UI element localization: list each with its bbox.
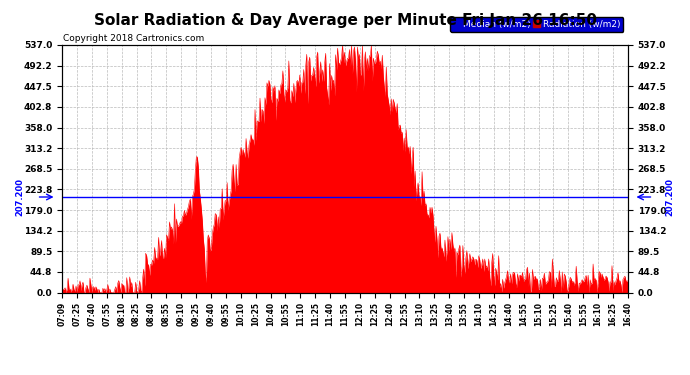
Text: 207.200: 207.200 [666,178,675,216]
Text: Copyright 2018 Cartronics.com: Copyright 2018 Cartronics.com [63,33,204,42]
Text: Solar Radiation & Day Average per Minute Fri Jan 26 16:50: Solar Radiation & Day Average per Minute… [94,13,596,28]
Text: 207.200: 207.200 [15,178,24,216]
Legend: Median (w/m2), Radiation (w/m2): Median (w/m2), Radiation (w/m2) [451,17,623,32]
